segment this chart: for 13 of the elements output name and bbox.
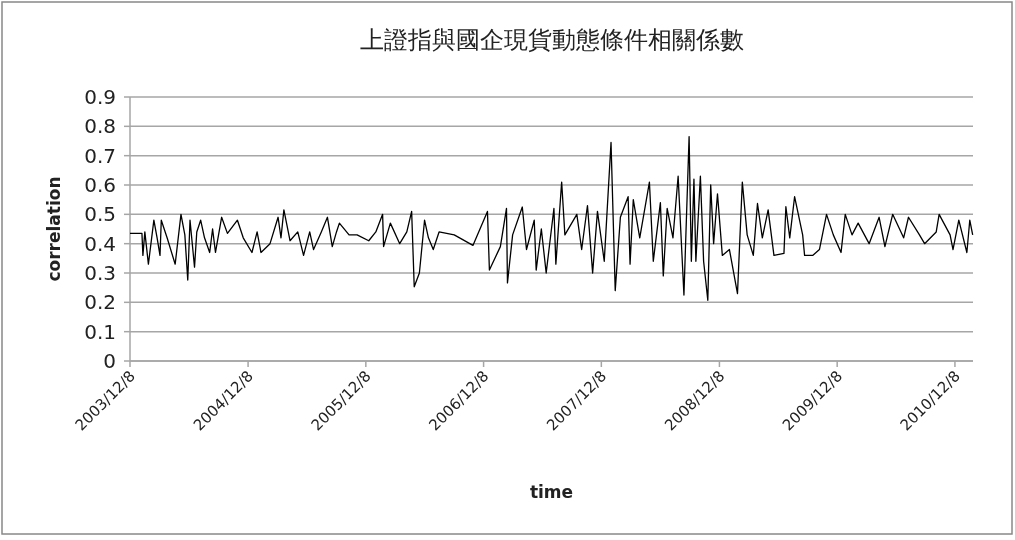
y-tick-label: 0.1 — [84, 319, 116, 344]
chart-title: 上證指與國企現貨動態條件相關係數 — [359, 26, 744, 54]
y-tick-label: 0.5 — [84, 202, 116, 227]
y-tick-label: 0.9 — [84, 85, 116, 109]
y-tick-label: 0.6 — [84, 173, 116, 197]
y-axis-title: correlation — [44, 176, 64, 282]
y-tick-label: 0.7 — [84, 143, 116, 168]
y-tick-label: 0 — [103, 349, 116, 373]
x-axis-title: time — [529, 482, 574, 502]
y-tick-label: 0.2 — [84, 290, 116, 315]
y-tick-label: 0.8 — [84, 114, 116, 139]
y-tick-label: 0.4 — [84, 231, 116, 256]
y-tick-label: 0.3 — [84, 261, 116, 285]
